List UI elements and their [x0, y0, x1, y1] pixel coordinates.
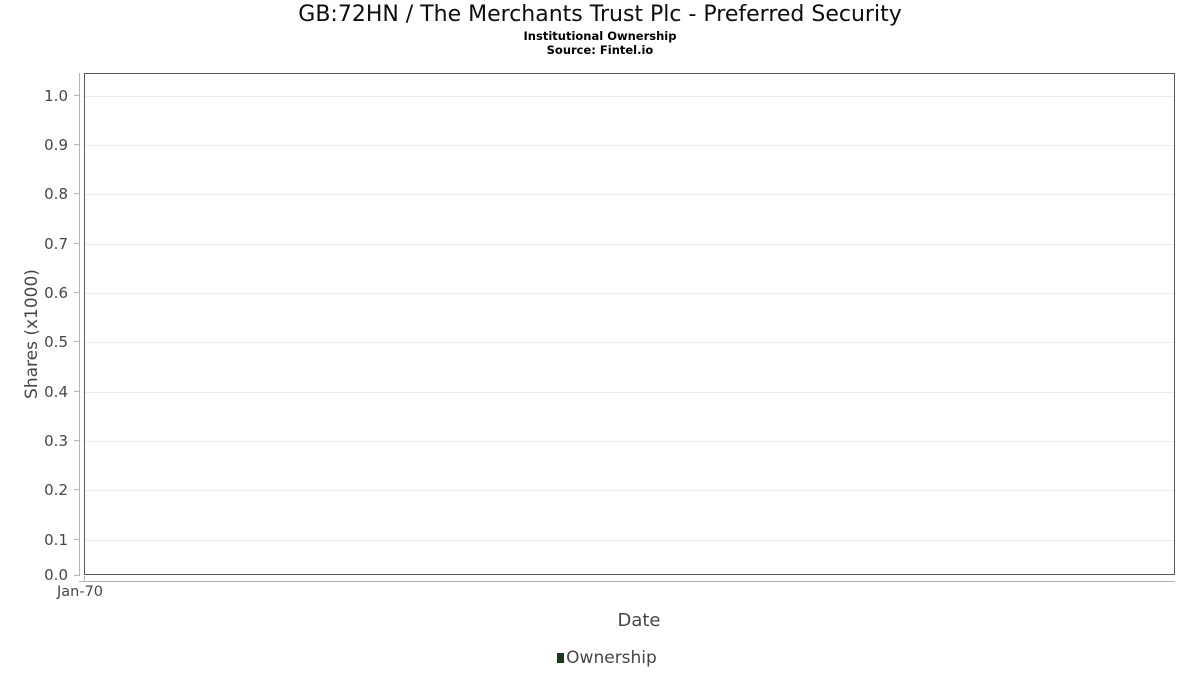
gridline — [85, 342, 1174, 343]
plot-area — [84, 73, 1175, 575]
chart-source: Source: Fintel.io — [546, 43, 654, 57]
y-axis-tick — [74, 193, 79, 194]
gridline — [85, 244, 1174, 245]
y-axis-title: Shares (x1000) — [22, 269, 42, 399]
y-axis-tick — [74, 391, 79, 392]
chart-header: GB:72HN / The Merchants Trust Plc - Pref… — [0, 0, 1200, 57]
gridline — [85, 293, 1174, 294]
x-axis-tick — [84, 576, 85, 581]
gridline — [85, 441, 1174, 442]
y-axis-spine — [79, 73, 80, 576]
gridline — [85, 96, 1174, 97]
y-axis-tick-label: 0.9 — [44, 136, 68, 154]
y-axis-tick — [74, 341, 79, 342]
y-axis-tick-label: 0.7 — [44, 235, 68, 253]
y-axis-tick — [74, 243, 79, 244]
y-axis-tick-label: 1.0 — [44, 87, 68, 105]
y-axis-tick-label: 0.0 — [44, 566, 68, 584]
chart-title: GB:72HN / The Merchants Trust Plc - Pref… — [298, 2, 902, 27]
y-axis-tick-label: 0.1 — [44, 531, 68, 549]
x-axis-tick-label: Jan-70 — [57, 584, 104, 600]
legend-swatch-icon — [557, 653, 565, 663]
y-axis-tick — [74, 440, 79, 441]
y-axis-tick-label: 0.6 — [44, 284, 68, 302]
y-axis-tick — [74, 575, 79, 576]
gridline — [85, 145, 1174, 146]
legend-item-label: Ownership — [566, 648, 657, 668]
x-axis-spine — [79, 581, 1175, 582]
gridlines — [85, 74, 1174, 574]
y-axis-tick — [74, 292, 79, 293]
y-axis-tick-label: 0.4 — [44, 383, 68, 401]
gridline — [85, 194, 1174, 195]
gridline — [85, 392, 1174, 393]
gridline — [85, 490, 1174, 491]
x-axis-title: Date — [617, 610, 661, 631]
y-axis-tick — [74, 539, 79, 540]
y-axis-tick — [74, 489, 79, 490]
chart-subtitle: Institutional Ownership — [523, 29, 677, 43]
y-axis-tick — [74, 144, 79, 145]
y-axis-tick-label: 0.8 — [44, 185, 68, 203]
y-axis-tick-label: 0.5 — [44, 333, 68, 351]
gridline — [85, 540, 1174, 541]
y-axis-tick-label: 0.3 — [44, 432, 68, 450]
legend-item-ownership[interactable]: Ownership — [557, 648, 657, 668]
y-axis-tick — [74, 95, 79, 96]
y-axis-tick-label: 0.2 — [44, 481, 68, 499]
chart-legend: Ownership — [0, 648, 1200, 668]
